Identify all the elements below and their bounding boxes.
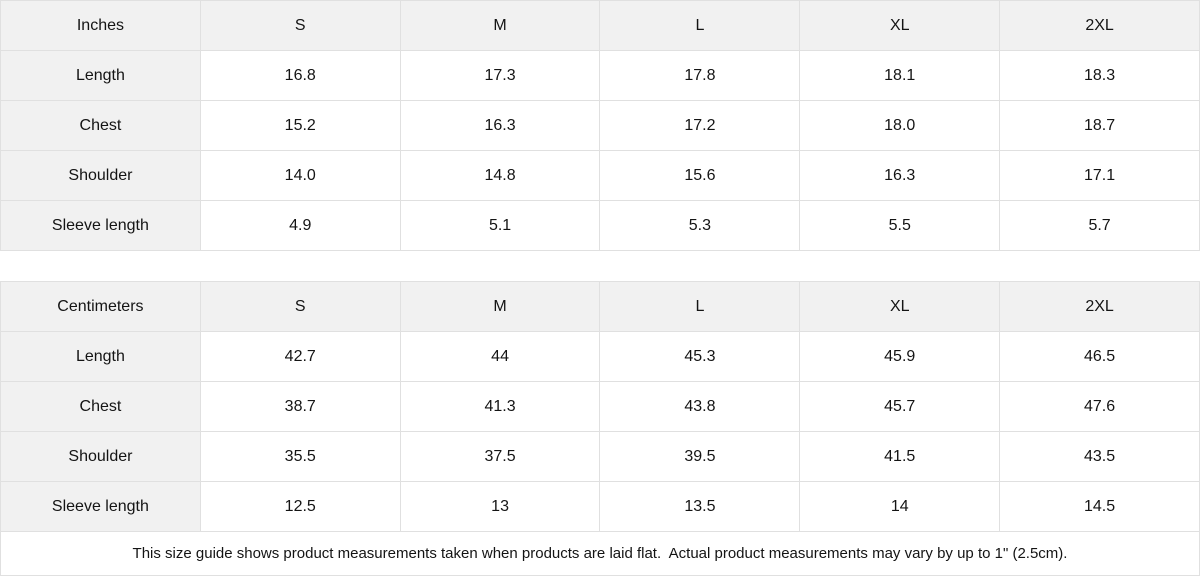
value-cell: 13.5 bbox=[599, 481, 801, 532]
value-cell: 12.5 bbox=[199, 481, 401, 532]
measurement-label: Sleeve length bbox=[0, 481, 201, 532]
unit-header-cell: Inches bbox=[0, 0, 201, 51]
table-row-sleeve-length: Sleeve length 12.5 13 13.5 14 14.5 bbox=[0, 481, 1200, 532]
value-cell: 14.5 bbox=[999, 481, 1200, 532]
table-row-chest: Chest 38.7 41.3 43.8 45.7 47.6 bbox=[0, 381, 1200, 432]
table-row-shoulder: Shoulder 35.5 37.5 39.5 41.5 43.5 bbox=[0, 431, 1200, 482]
size-header-2xl: 2XL bbox=[999, 0, 1200, 51]
table-row-length: Length 16.8 17.3 17.8 18.1 18.3 bbox=[0, 50, 1200, 101]
value-cell: 14.8 bbox=[399, 150, 601, 201]
size-header-xl: XL bbox=[799, 0, 1001, 51]
value-cell: 16.3 bbox=[399, 100, 601, 151]
value-cell: 42.7 bbox=[199, 331, 401, 382]
value-cell: 18.7 bbox=[999, 100, 1200, 151]
value-cell: 17.1 bbox=[999, 150, 1200, 201]
value-cell: 5.5 bbox=[799, 200, 1001, 251]
size-header-m: M bbox=[399, 281, 601, 332]
size-header-l: L bbox=[599, 0, 801, 51]
size-header-2xl: 2XL bbox=[999, 281, 1200, 332]
value-cell: 46.5 bbox=[999, 331, 1200, 382]
size-header-s: S bbox=[199, 281, 401, 332]
measurement-label: Shoulder bbox=[0, 150, 201, 201]
value-cell: 13 bbox=[399, 481, 601, 532]
header-row: Centimeters S M L XL 2XL bbox=[0, 281, 1200, 332]
value-cell: 4.9 bbox=[199, 200, 401, 251]
value-cell: 35.5 bbox=[199, 431, 401, 482]
table-separator bbox=[0, 251, 1200, 281]
value-cell: 17.8 bbox=[599, 50, 801, 101]
size-header-s: S bbox=[199, 0, 401, 51]
header-row: Inches S M L XL 2XL bbox=[0, 0, 1200, 51]
measurement-label: Length bbox=[0, 331, 201, 382]
value-cell: 5.7 bbox=[999, 200, 1200, 251]
value-cell: 14.0 bbox=[199, 150, 401, 201]
unit-header-cell: Centimeters bbox=[0, 281, 201, 332]
value-cell: 41.5 bbox=[799, 431, 1001, 482]
size-header-l: L bbox=[599, 281, 801, 332]
size-header-xl: XL bbox=[799, 281, 1001, 332]
value-cell: 17.3 bbox=[399, 50, 601, 101]
measurement-label: Length bbox=[0, 50, 201, 101]
value-cell: 45.7 bbox=[799, 381, 1001, 432]
table-row-shoulder: Shoulder 14.0 14.8 15.6 16.3 17.1 bbox=[0, 150, 1200, 201]
size-header-m: M bbox=[399, 0, 601, 51]
table-row-chest: Chest 15.2 16.3 17.2 18.0 18.7 bbox=[0, 100, 1200, 151]
value-cell: 38.7 bbox=[199, 381, 401, 432]
value-cell: 18.1 bbox=[799, 50, 1001, 101]
size-table-centimeters: Centimeters S M L XL 2XL Length 42.7 44 … bbox=[0, 281, 1200, 532]
measurement-label: Chest bbox=[0, 100, 201, 151]
value-cell: 37.5 bbox=[399, 431, 601, 482]
size-guide-note: This size guide shows product measuremen… bbox=[0, 532, 1200, 576]
value-cell: 16.3 bbox=[799, 150, 1001, 201]
measurement-label: Shoulder bbox=[0, 431, 201, 482]
value-cell: 14 bbox=[799, 481, 1001, 532]
value-cell: 18.3 bbox=[999, 50, 1200, 101]
value-cell: 41.3 bbox=[399, 381, 601, 432]
value-cell: 43.8 bbox=[599, 381, 801, 432]
measurement-label: Chest bbox=[0, 381, 201, 432]
value-cell: 15.6 bbox=[599, 150, 801, 201]
value-cell: 43.5 bbox=[999, 431, 1200, 482]
value-cell: 5.1 bbox=[399, 200, 601, 251]
value-cell: 15.2 bbox=[199, 100, 401, 151]
value-cell: 18.0 bbox=[799, 100, 1001, 151]
table-row-sleeve-length: Sleeve length 4.9 5.1 5.3 5.5 5.7 bbox=[0, 200, 1200, 251]
value-cell: 45.3 bbox=[599, 331, 801, 382]
value-cell: 16.8 bbox=[199, 50, 401, 101]
value-cell: 45.9 bbox=[799, 331, 1001, 382]
value-cell: 39.5 bbox=[599, 431, 801, 482]
value-cell: 44 bbox=[399, 331, 601, 382]
size-table-inches: Inches S M L XL 2XL Length 16.8 17.3 17.… bbox=[0, 0, 1200, 251]
table-row-length: Length 42.7 44 45.3 45.9 46.5 bbox=[0, 331, 1200, 382]
value-cell: 47.6 bbox=[999, 381, 1200, 432]
value-cell: 17.2 bbox=[599, 100, 801, 151]
measurement-label: Sleeve length bbox=[0, 200, 201, 251]
value-cell: 5.3 bbox=[599, 200, 801, 251]
